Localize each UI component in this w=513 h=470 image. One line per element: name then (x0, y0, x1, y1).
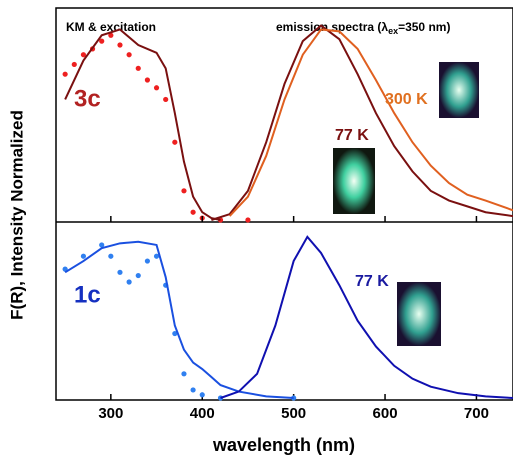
data-point (144, 77, 150, 83)
data-point (108, 32, 114, 38)
annotation: 77 K (355, 273, 389, 290)
data-point (181, 188, 187, 194)
photo-77k-3c (333, 148, 375, 214)
panel-header: KM & excitation (66, 20, 156, 34)
annotation: 300 K (385, 91, 428, 108)
data-point (108, 253, 114, 259)
annotation: 1c (74, 281, 101, 308)
y-axis-label: F(R), Intensity Normalized (7, 110, 26, 320)
data-point (199, 392, 205, 398)
data-point (71, 61, 77, 68)
data-point (181, 371, 187, 377)
header-part: =350 nm) (398, 20, 450, 34)
data-line (64, 240, 294, 399)
x-tick-label: 600 (373, 405, 398, 422)
plot-frame (55, 7, 513, 401)
data-point (80, 52, 87, 58)
data-point (172, 139, 178, 145)
data-point (117, 269, 123, 275)
data-line (211, 24, 513, 221)
data-point (126, 52, 132, 58)
data-point (117, 42, 123, 48)
data-point (126, 279, 132, 285)
x-tick-label: 300 (98, 405, 123, 422)
data-line (64, 28, 221, 221)
data-point (99, 38, 105, 44)
data-line (228, 28, 513, 217)
data-point (172, 330, 178, 337)
annotation: 77 K (335, 127, 369, 144)
data-point (163, 96, 169, 103)
data-point (153, 253, 160, 259)
data-point (190, 209, 196, 215)
photo-300k (439, 62, 479, 118)
data-line (220, 235, 513, 399)
data-point (190, 387, 196, 393)
x-tick-label: 700 (464, 405, 489, 422)
photo-77k-1c (397, 282, 441, 346)
x-tick-label: 500 (281, 405, 306, 422)
data-point (62, 71, 68, 77)
x-tick-label: 400 (190, 405, 215, 422)
data-point (144, 258, 150, 264)
annotation: 3c (74, 85, 101, 112)
data-point (135, 272, 141, 279)
data-point (135, 65, 141, 71)
data-point (99, 242, 105, 248)
data-point (80, 253, 87, 259)
header-sub: ex (388, 26, 398, 36)
data-point (245, 217, 251, 223)
panel-header: emission spectra (λex=350 nm) (276, 20, 450, 36)
data-point (153, 85, 160, 91)
x-axis-label: wavelength (nm) (212, 435, 355, 455)
header-part: emission spectra (λ (276, 20, 388, 34)
